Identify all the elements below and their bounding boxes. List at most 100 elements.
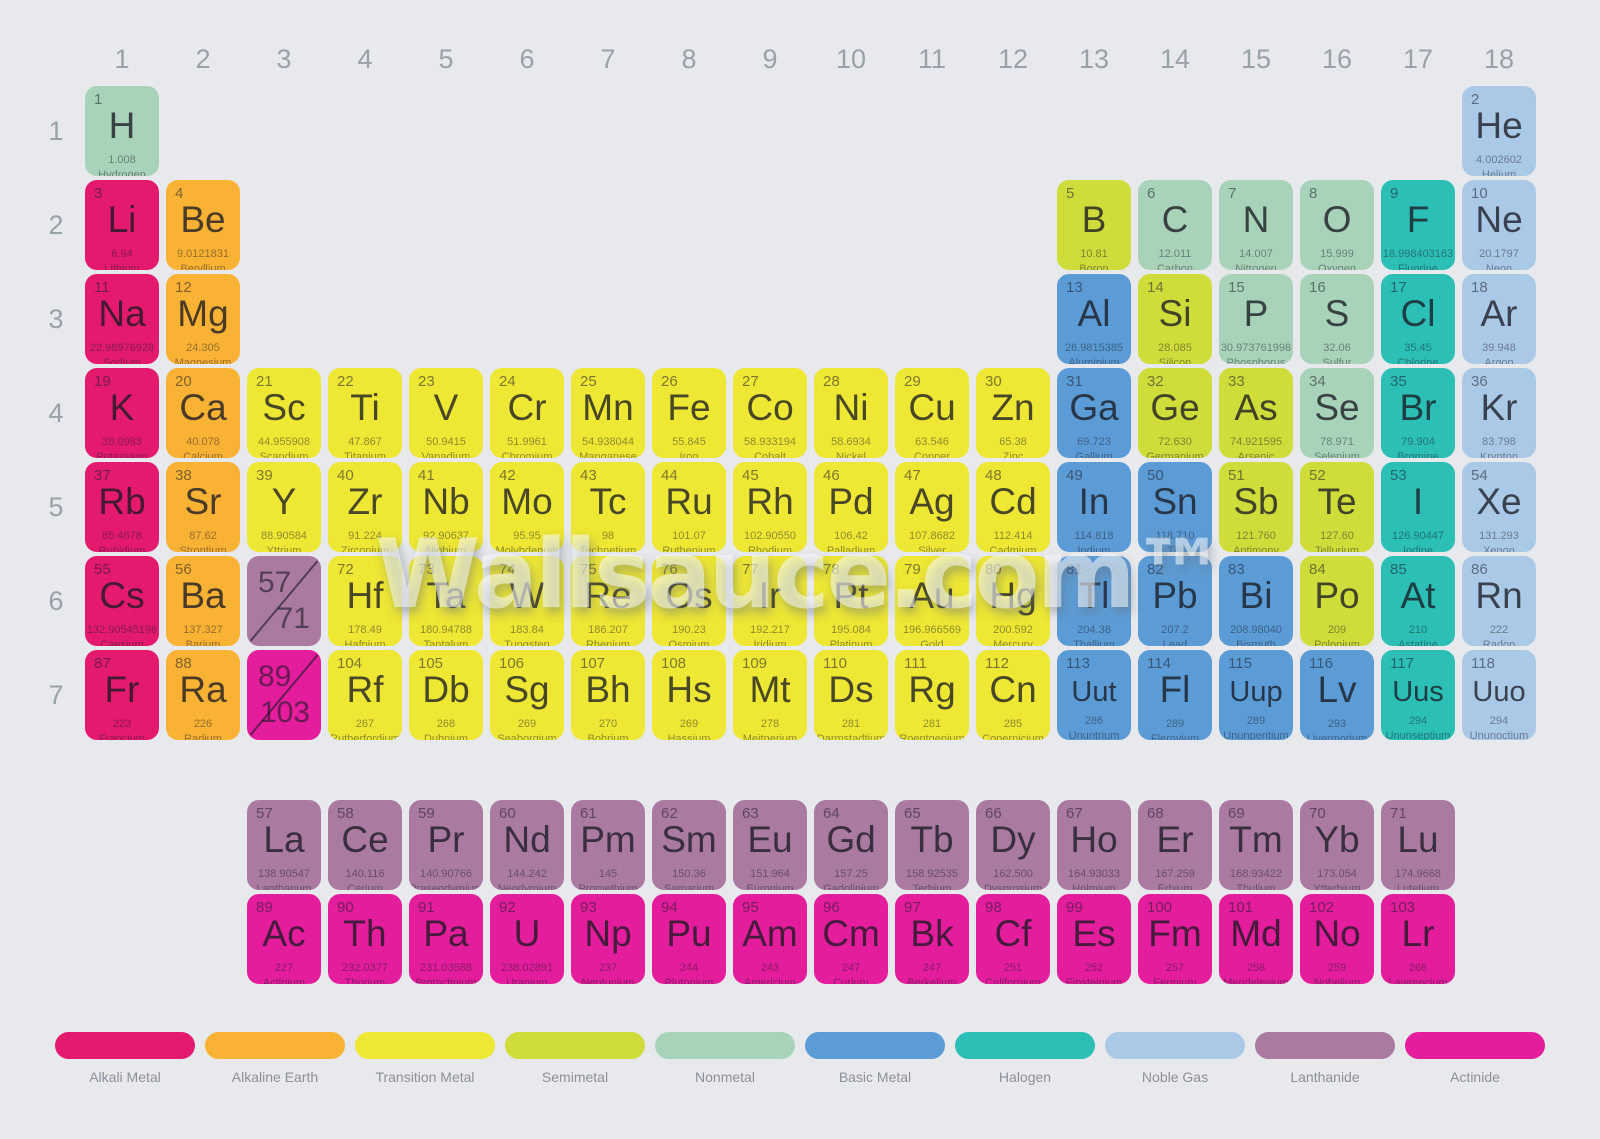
atomic-number: 73 bbox=[418, 561, 435, 578]
atomic-mass: 243 bbox=[760, 961, 780, 974]
atomic-mass: 102.90550 bbox=[744, 529, 796, 542]
atomic-mass: 4.002602 bbox=[1476, 153, 1522, 166]
atomic-mass: 47.867 bbox=[348, 435, 382, 448]
group-number: 7 bbox=[600, 43, 616, 74]
series-start-number: 89 bbox=[258, 660, 292, 693]
atomic-number: 41 bbox=[418, 467, 435, 484]
legend-label: Actinide bbox=[1450, 1069, 1500, 1085]
element-tile-Mo: 42 Mo 95.95 Molybdenum bbox=[490, 462, 564, 552]
element-symbol: Kr bbox=[1480, 387, 1518, 428]
element-tile-Mn: 25 Mn 54.938044 Manganese bbox=[571, 368, 645, 458]
element-tile-Lr: 103 Lr 266 Lawrencium bbox=[1381, 894, 1455, 984]
element-name: Indium bbox=[1077, 544, 1111, 552]
element-name: Copernicium bbox=[982, 732, 1044, 740]
element-tile-Sr: 38 Sr 87.62 Strontium bbox=[166, 462, 240, 552]
element-symbol: Uup bbox=[1229, 676, 1283, 708]
element-tile-Ga: 31 Ga 69.723 Gallium bbox=[1057, 368, 1131, 458]
element-name: Astatine bbox=[1398, 638, 1438, 646]
element-name: Thorium bbox=[344, 976, 386, 984]
atomic-mass: 196.966569 bbox=[902, 623, 962, 636]
atomic-mass: 200.592 bbox=[993, 623, 1033, 636]
element-tile-Lu: 71 Lu 174.9668 Lutetium bbox=[1381, 800, 1455, 890]
element-tile-Fe: 26 Fe 55.845 Iron bbox=[652, 368, 726, 458]
series-start-number: 57 bbox=[258, 566, 292, 599]
element-symbol: Pr bbox=[427, 819, 465, 860]
group-number: 1 bbox=[114, 43, 130, 74]
atomic-number: 91 bbox=[418, 899, 435, 916]
element-name: Potassium bbox=[96, 450, 148, 458]
atomic-number: 114 bbox=[1147, 655, 1171, 672]
legend: Alkali Metal Alkaline Earth Transition Met… bbox=[55, 1032, 1545, 1085]
atomic-mass: 167.259 bbox=[1155, 867, 1195, 880]
atomic-mass: 30.973761998 bbox=[1220, 341, 1292, 354]
element-tile-Be: 4 Be 9.0121831 Beryllium bbox=[166, 180, 240, 270]
element-name: Germanium bbox=[1146, 450, 1204, 458]
element-name: Neon bbox=[1485, 262, 1513, 270]
atomic-number: 80 bbox=[985, 561, 1002, 578]
element-name: Neptunium bbox=[581, 976, 635, 984]
element-symbol: P bbox=[1243, 293, 1269, 334]
element-tile-Po: 84 Po 209 Polonium bbox=[1300, 556, 1374, 646]
element-symbol: No bbox=[1313, 913, 1361, 954]
atomic-number: 38 bbox=[175, 467, 192, 484]
element-name: Protactinium bbox=[415, 976, 477, 984]
element-tile-Sg: 106 Sg 269 Seaborgium bbox=[490, 650, 564, 740]
legend-label: Semimetal bbox=[541, 1069, 609, 1085]
atomic-mass: 88.90584 bbox=[261, 529, 307, 542]
legend-label: Noble Gas bbox=[1141, 1069, 1209, 1085]
group-number: 12 bbox=[997, 43, 1029, 74]
element-symbol: Pu bbox=[666, 913, 712, 954]
element-name: Argon bbox=[1484, 356, 1514, 364]
atomic-number: 37 bbox=[94, 467, 111, 484]
period-number: 1 bbox=[48, 115, 64, 146]
element-tile-Cm: 96 Cm 247 Curium bbox=[814, 894, 888, 984]
element-symbol: Cm bbox=[822, 913, 880, 954]
element-tile-La: 57 La 138.90547 Lanthanum bbox=[247, 800, 321, 890]
element-symbol: Cu bbox=[908, 387, 956, 428]
atomic-mass: 231.03588 bbox=[420, 961, 472, 974]
atomic-mass: 79.904 bbox=[1401, 435, 1435, 448]
atomic-mass: 190.23 bbox=[672, 623, 706, 636]
atomic-number: 18 bbox=[1471, 279, 1488, 296]
atomic-number: 40 bbox=[337, 467, 354, 484]
atomic-number: 72 bbox=[337, 561, 354, 578]
atomic-mass: 180.94788 bbox=[420, 623, 472, 636]
atomic-number: 84 bbox=[1309, 561, 1326, 578]
element-name: Tungsten bbox=[504, 638, 550, 646]
element-tile-Te: 52 Te 127.60 Tellurium bbox=[1300, 462, 1374, 552]
atomic-mass: 294 bbox=[1489, 715, 1509, 728]
element-tile-Fl: 114 Fl 289 Flerovium bbox=[1138, 650, 1212, 740]
element-name: Cerium bbox=[347, 882, 383, 890]
element-name: Platinum bbox=[829, 638, 873, 646]
atomic-number: 67 bbox=[1066, 805, 1083, 822]
element-tile-Se: 34 Se 78.971 Selenium bbox=[1300, 368, 1374, 458]
element-tile-Yb: 70 Yb 173.054 Ytterbium bbox=[1300, 800, 1374, 890]
atomic-number: 52 bbox=[1309, 467, 1326, 484]
atomic-mass: 258 bbox=[1246, 961, 1266, 974]
element-tile-Ru: 44 Ru 101.07 Ruthenium bbox=[652, 462, 726, 552]
atomic-number: 112 bbox=[985, 655, 1009, 672]
element-symbol: Ce bbox=[341, 819, 389, 860]
element-name: Magnesium bbox=[174, 356, 232, 364]
group-number: 14 bbox=[1159, 43, 1191, 74]
element-tile-Sm: 62 Sm 150.36 Samarium bbox=[652, 800, 726, 890]
element-name: Antimony bbox=[1233, 544, 1279, 552]
legend-color-swatch bbox=[805, 1032, 945, 1059]
element-tile-Am: 95 Am 243 Americium bbox=[733, 894, 807, 984]
atomic-number: 11 bbox=[94, 279, 110, 296]
atomic-mass: 54.938044 bbox=[582, 435, 634, 448]
element-symbol: As bbox=[1234, 387, 1278, 428]
element-symbol: Ba bbox=[180, 575, 226, 616]
atomic-number: 14 bbox=[1147, 279, 1164, 296]
atomic-mass: 24.305 bbox=[186, 341, 220, 354]
atomic-number: 17 bbox=[1390, 279, 1407, 296]
atomic-mass: 268 bbox=[436, 717, 456, 730]
atomic-mass: 247 bbox=[841, 961, 861, 974]
atomic-number: 49 bbox=[1066, 467, 1083, 484]
group-number: 3 bbox=[276, 43, 292, 74]
element-symbol: At bbox=[1400, 575, 1436, 616]
element-name: Mercury bbox=[993, 638, 1033, 646]
element-name: Titanium bbox=[344, 450, 386, 458]
atomic-mass: 285 bbox=[1003, 717, 1023, 730]
element-name: Terbium bbox=[912, 882, 952, 890]
